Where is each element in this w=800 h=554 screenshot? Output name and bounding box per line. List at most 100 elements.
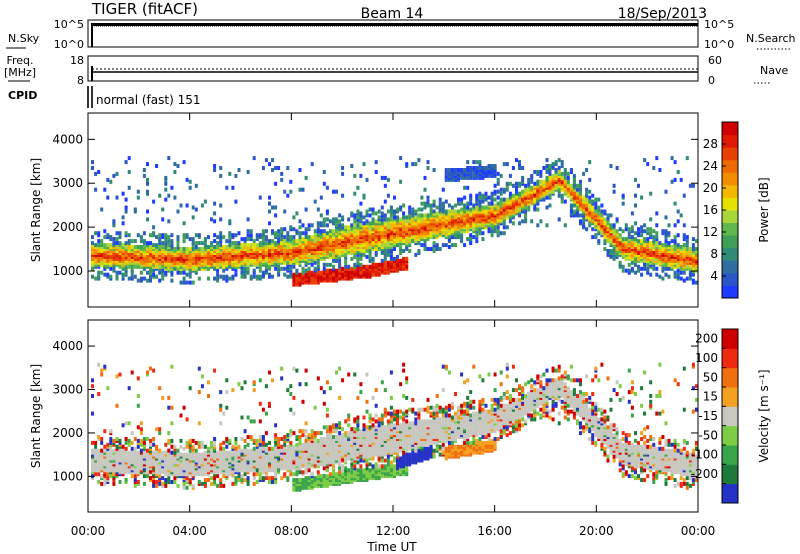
power-colorbar-label: Power [dB]: [757, 177, 771, 242]
power-data-cell: [91, 266, 94, 271]
power-data-cell: [490, 233, 494, 238]
cpid-panel: CPID normal (fast) 151: [8, 86, 200, 108]
power-data-cell: [203, 199, 207, 204]
power-data-cell: [454, 209, 457, 214]
power-data-cell: [164, 245, 168, 249]
power-data-cell: [371, 262, 375, 267]
power-data-cell: [469, 201, 473, 206]
velocity-data-cell: [91, 378, 94, 383]
velocity-data-cell: [234, 480, 238, 484]
power-data-cell: [524, 183, 528, 188]
power-data-cell: [389, 217, 393, 222]
velocity-data-cell: [158, 481, 162, 486]
velocity-data-cell: [252, 476, 256, 481]
velocity-data-cell: [142, 444, 146, 449]
power-data-cell: [533, 170, 537, 174]
velocity-data-cell: [274, 474, 278, 479]
velocity-data-cell: [252, 481, 256, 486]
power-data-cell: [450, 205, 454, 210]
power-data-cell: [414, 215, 418, 220]
power-data-cell: [634, 203, 637, 208]
power-data-cell: [460, 207, 464, 212]
power-data-cell: [618, 260, 622, 265]
power-data-cell: [170, 239, 174, 244]
velocity-data-cell: [155, 444, 159, 449]
power-data-cell: [627, 235, 631, 240]
power-data-cell: [359, 256, 363, 261]
power-data-cell: [460, 197, 464, 202]
power-data-cell: [396, 254, 399, 259]
power-data-cell: [475, 239, 479, 244]
velocity-data-cell: [185, 452, 189, 457]
power-data-cell: [386, 260, 390, 265]
power-data-cell: [450, 243, 454, 248]
velocity-data-cell: [219, 478, 223, 482]
power-data-cell: [146, 177, 149, 182]
power-data-cell: [258, 241, 262, 246]
power-data-cell: [130, 274, 134, 279]
power-data-cell: [521, 189, 525, 194]
power-data-cell: [691, 243, 695, 248]
power-data-cell: [426, 199, 430, 204]
power-data-cell: [432, 203, 436, 208]
velocity-data-cell: [97, 392, 101, 396]
power-data-cell: [170, 278, 174, 283]
power-colorbar-segment: [722, 247, 738, 261]
power-data-cell: [328, 219, 332, 224]
power-data-cell: [676, 268, 680, 273]
power-data-cell: [594, 233, 598, 238]
power-data-cell: [566, 171, 570, 176]
power-data-cell: [115, 274, 119, 279]
power-data-cell: [271, 229, 274, 234]
power-colorbar-tick-label: 4: [710, 269, 718, 283]
power-data-cell: [167, 239, 171, 244]
power-data-cell: [264, 268, 268, 273]
velocity-data-cell: [170, 421, 174, 426]
power-data-cell: [606, 249, 610, 253]
power-data-cell: [149, 233, 152, 238]
power-data-cell: [673, 201, 677, 206]
velocity-data-cell: [207, 394, 210, 398]
velocity-data-cell: [115, 403, 119, 408]
power-data-cell: [576, 187, 579, 192]
power-data-cell: [124, 205, 128, 210]
power-data-cell: [603, 247, 607, 251]
velocity-data-cell: [261, 435, 265, 439]
power-data-cell: [158, 245, 162, 249]
power-data-cell: [655, 272, 659, 277]
power-data-cell: [374, 219, 378, 224]
power-data-cell: [188, 179, 192, 184]
power-data-cell: [161, 276, 165, 281]
velocity-data-cell: [185, 444, 189, 449]
power-data-cell: [213, 168, 217, 172]
power-data-cell: [530, 179, 534, 184]
power-data-cell: [426, 160, 430, 165]
power-data-cell: [475, 233, 479, 238]
power-data-cell: [365, 209, 369, 214]
power-data-cell: [222, 274, 226, 279]
power-data-cell: [109, 235, 113, 240]
power-data-cell: [234, 268, 238, 273]
velocity-data-cell: [210, 440, 213, 445]
power-data-cell: [597, 205, 601, 210]
power-data-cell: [112, 219, 116, 224]
nsearch-tick-bottom: 10^0: [704, 38, 734, 51]
velocity-data-cell: [216, 450, 220, 455]
power-data-cell: [292, 239, 296, 244]
power-data-cell: [295, 211, 299, 216]
power-data-cell: [597, 197, 601, 202]
velocity-data-cell: [167, 431, 171, 436]
power-data-cell: [231, 185, 235, 190]
power-data-cell: [640, 195, 644, 200]
power-data-cell: [612, 183, 616, 188]
velocity-data-cell: [197, 480, 201, 484]
velocity-data-cell: [197, 452, 201, 457]
power-data-cell: [640, 225, 644, 230]
power-data-cell: [377, 262, 381, 267]
power-data-cell: [585, 191, 589, 196]
power-data-cell: [246, 237, 250, 242]
velocity-data-cell: [197, 366, 201, 371]
power-data-cell: [158, 270, 162, 275]
power-data-cell: [118, 231, 122, 236]
power-data-cell: [185, 177, 189, 182]
